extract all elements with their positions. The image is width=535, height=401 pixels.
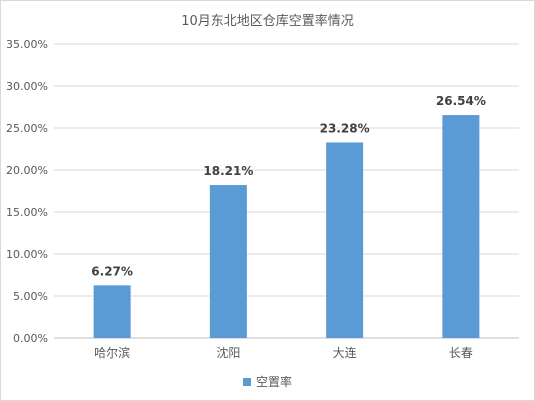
data-label: 23.28% [320, 121, 370, 135]
y-tick-label: 25.00% [6, 122, 48, 135]
legend-swatch [242, 377, 251, 386]
y-tick-label: 15.00% [6, 206, 48, 219]
bar [442, 115, 480, 339]
chart-title: 10月东北地区仓库空置率情况 [181, 14, 354, 29]
category-label: 沈阳 [216, 345, 240, 360]
y-tick-label: 20.00% [6, 164, 48, 177]
data-label: 18.21% [203, 164, 253, 178]
y-tick-label: 10.00% [6, 248, 48, 261]
legend: 空置率 [0, 373, 535, 390]
bar [93, 285, 131, 338]
bar [326, 142, 364, 338]
legend-label: 空置率 [255, 375, 292, 389]
data-label: 6.27% [91, 264, 133, 278]
y-tick-label: 5.00% [13, 290, 48, 303]
bar [209, 185, 247, 338]
y-tick-label: 30.00% [6, 80, 48, 93]
y-tick-label: 0.00% [13, 332, 48, 345]
data-label: 26.54% [436, 94, 486, 108]
category-label: 哈尔滨 [94, 345, 130, 360]
category-label: 长春 [449, 346, 473, 360]
y-tick-label: 35.00% [6, 38, 48, 51]
category-label: 大连 [333, 345, 357, 360]
